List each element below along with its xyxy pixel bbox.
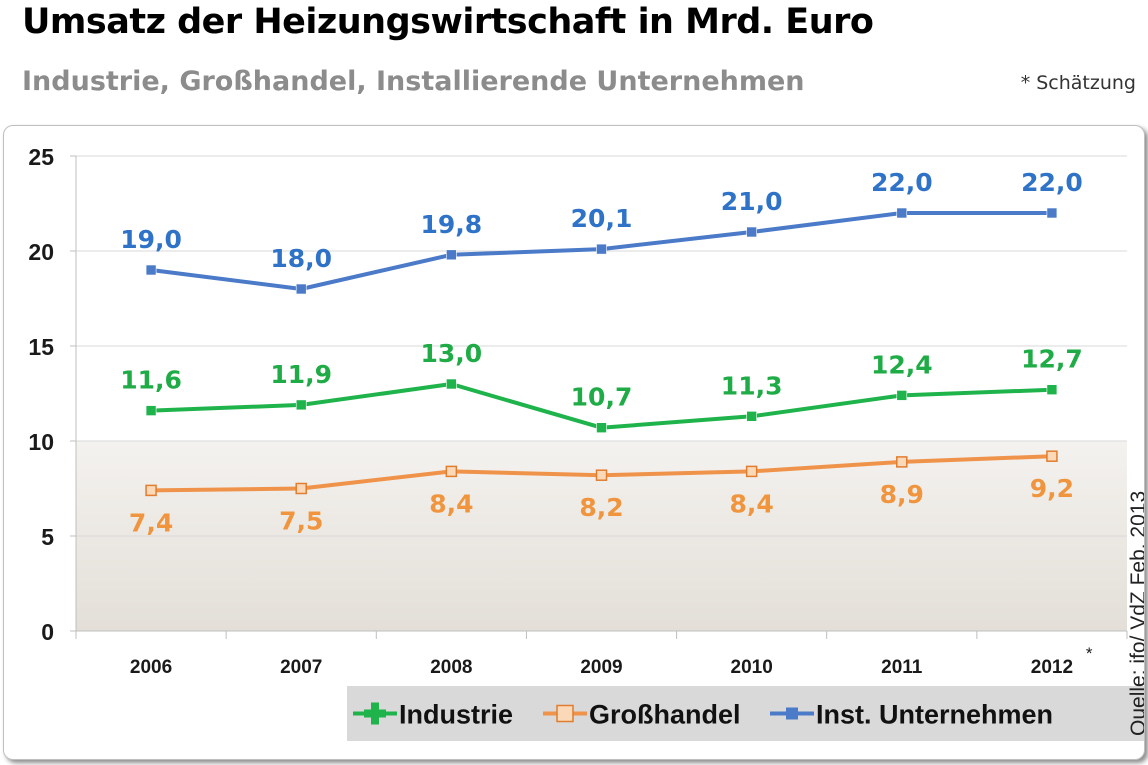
- data-point-marker: [445, 465, 458, 478]
- line-chart: 0 5 10 15 20 25 2006 2007 2008 2009 2010 2011 2012 * 7…: [28, 144, 1144, 741]
- data-label: 18,0: [270, 244, 332, 273]
- data-label: 13,0: [421, 339, 483, 368]
- data-label: 9,2: [1030, 474, 1074, 503]
- x-tick-estimate-marker: *: [1086, 644, 1093, 663]
- y-tick-label: 25: [28, 144, 54, 170]
- data-point-marker: [595, 469, 608, 481]
- data-label: 19,0: [120, 225, 182, 254]
- x-tick-label: 2008: [430, 657, 472, 678]
- data-label: 12,4: [871, 350, 933, 379]
- data-point-marker: [446, 378, 457, 390]
- y-tick-label: 0: [41, 619, 54, 645]
- data-label: 8,9: [880, 480, 924, 509]
- chart-subtitle: Industrie, Großhandel, Installierende Un…: [22, 66, 805, 97]
- data-point-marker: [1046, 450, 1058, 462]
- data-label: 11,3: [721, 371, 783, 400]
- data-point-marker: [1046, 207, 1058, 219]
- data-label: 7,5: [279, 507, 323, 536]
- legend: Industrie Großhandel Inst. Unternehmen: [347, 686, 1144, 741]
- x-tick-label: 2009: [580, 657, 622, 678]
- data-point-marker: [446, 249, 457, 261]
- data-point-marker: [896, 207, 908, 219]
- data-label: 21,0: [721, 187, 783, 216]
- data-label: 7,4: [129, 508, 173, 537]
- y-tick-label: 15: [28, 334, 54, 360]
- x-tick-label: 2011: [881, 657, 923, 678]
- estimate-note: * Schätzung: [1020, 72, 1136, 94]
- y-tick-label: 20: [28, 239, 54, 265]
- legend-swatch-marker: [786, 707, 798, 720]
- data-point-marker: [896, 390, 908, 401]
- data-point-marker: [145, 405, 157, 416]
- data-label: 11,9: [270, 360, 332, 389]
- data-point-marker: [145, 484, 157, 497]
- data-point-marker: [1046, 384, 1058, 396]
- data-point-marker: [746, 226, 757, 238]
- chart-title: Umsatz der Heizungswirtschaft in Mrd. Eu…: [22, 2, 874, 42]
- chart-panel: 0 5 10 15 20 25 2006 2007 2008 2009 2010 2011 2012 * 7…: [3, 125, 1145, 760]
- data-point-marker: [295, 283, 307, 295]
- legend-swatch-marker: [556, 704, 574, 723]
- data-label: 22,0: [871, 168, 933, 197]
- data-label: 10,7: [571, 383, 633, 412]
- legend-swatch-marker: [364, 709, 386, 718]
- data-label: 19,8: [421, 210, 483, 239]
- legend-label: Inst. Unternehmen: [816, 700, 1053, 730]
- legend-label: Großhandel: [589, 700, 741, 730]
- data-point-marker: [596, 422, 607, 434]
- x-tick-label: 2012: [1031, 657, 1073, 678]
- x-tick-label: 2010: [731, 657, 773, 678]
- x-tick-label: 2006: [130, 657, 172, 678]
- legend-background: [347, 686, 1144, 741]
- y-tick-label: 10: [28, 429, 54, 455]
- data-point-marker: [596, 243, 607, 255]
- data-label: 22,0: [1021, 168, 1083, 197]
- data-label: 20,1: [571, 204, 633, 233]
- data-label: 8,4: [429, 489, 473, 518]
- data-point-marker: [745, 465, 758, 478]
- data-point-marker: [145, 264, 157, 276]
- data-point-marker: [295, 482, 307, 495]
- source-note: Quelle: ifo/ VdZ Feb. 2013: [1127, 490, 1145, 736]
- y-tick-label: 5: [41, 524, 54, 550]
- x-tick-label: 2007: [280, 657, 322, 678]
- data-point-marker: [746, 410, 757, 422]
- data-label: 12,7: [1021, 345, 1083, 374]
- data-label: 8,4: [729, 489, 773, 518]
- data-point-marker: [896, 456, 908, 468]
- data-label: 11,6: [120, 366, 182, 395]
- data-label: 8,2: [579, 493, 623, 522]
- legend-label: Industrie: [399, 700, 513, 730]
- data-point-marker: [295, 399, 307, 411]
